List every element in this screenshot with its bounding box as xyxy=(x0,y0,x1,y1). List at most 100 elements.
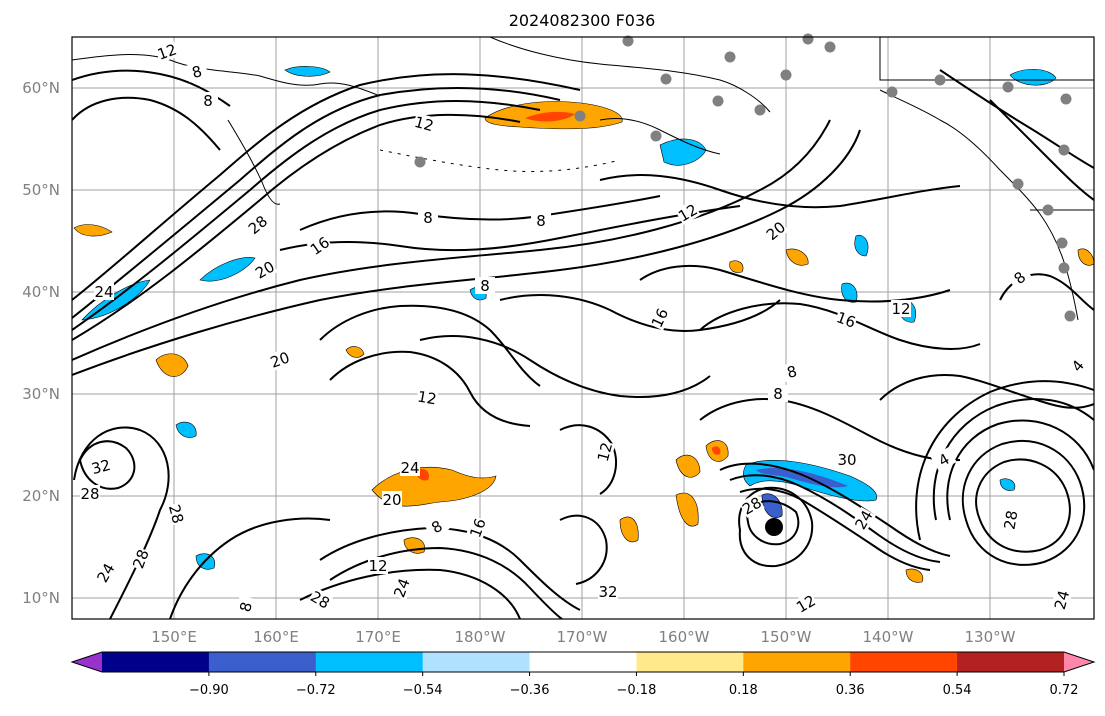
aleutian-islands xyxy=(379,149,621,173)
contour-label-bg xyxy=(674,200,701,225)
station-dot xyxy=(1042,204,1054,216)
contour-line xyxy=(72,73,581,301)
contour-label-bg xyxy=(198,92,218,109)
graticule xyxy=(72,37,1094,619)
station-dot xyxy=(1058,262,1070,274)
contour-label-bg xyxy=(833,308,859,331)
fill-patch xyxy=(619,516,639,543)
storm-center-marker xyxy=(765,518,783,536)
contour-label-bg xyxy=(593,440,616,464)
contour-label-bg xyxy=(851,506,876,533)
lon-label: 170°W xyxy=(557,628,608,646)
station-dot xyxy=(660,73,672,85)
contour-line xyxy=(78,440,136,490)
colorbar-tick-label: 0.18 xyxy=(729,683,758,698)
contour-label-bg xyxy=(475,277,495,294)
colorbar-ticks: −0.90 −0.72 −0.54 −0.36 −0.18 0.18 0.36 0.54 0.7… xyxy=(189,672,1078,698)
contour-label-bg xyxy=(307,587,334,612)
fill-patch xyxy=(712,446,721,455)
lat-label: 40°N xyxy=(22,283,60,301)
contour-line xyxy=(961,440,1086,566)
contour-label: 20 xyxy=(268,348,292,371)
station-dot xyxy=(1002,81,1014,93)
lon-label: 150°E xyxy=(151,628,197,646)
contour-label-bg xyxy=(837,451,857,468)
contour-label-bg xyxy=(94,283,114,300)
contour-label-bg xyxy=(267,348,293,371)
fill-patch xyxy=(175,421,197,438)
contour-label: 16 xyxy=(834,308,858,331)
contour-label: 8 xyxy=(773,385,783,403)
contour-label-bg xyxy=(251,257,278,282)
colorbar-bin xyxy=(208,652,317,672)
contour-label-bg xyxy=(165,502,188,526)
station-dot xyxy=(622,35,634,47)
lon-label: 160°W xyxy=(659,628,710,646)
contour-label-bg xyxy=(154,40,180,63)
contour-label-bg xyxy=(647,305,672,331)
latitude-axis: 60°N 50°N 40°N 30°N 20°N 10°N xyxy=(22,79,60,607)
fill-patch xyxy=(675,454,701,478)
lat-label: 60°N xyxy=(22,79,60,97)
contour-label: 32 xyxy=(89,456,112,478)
lon-label: 180°W xyxy=(455,628,506,646)
contour-label-bg xyxy=(792,591,819,616)
contour-line xyxy=(72,119,831,361)
station-dot xyxy=(780,69,792,81)
contour-label-bg xyxy=(400,459,420,476)
fill-patch xyxy=(155,353,189,377)
contour-label: 24 xyxy=(94,283,113,301)
colorbar-tick-label: −0.90 xyxy=(189,683,229,698)
contour-line xyxy=(915,380,1094,541)
fill-patch xyxy=(999,478,1016,491)
contour-label-bg xyxy=(930,447,957,472)
contour-label: 24 xyxy=(400,459,419,477)
contour-label-bg xyxy=(1006,264,1033,291)
station-dot xyxy=(754,104,766,116)
contour-label: 12 xyxy=(412,113,435,135)
fill-patch xyxy=(905,568,924,583)
contour-line xyxy=(719,462,951,557)
contour-line xyxy=(559,514,608,585)
contour-line xyxy=(946,419,1094,521)
contour-label-bg xyxy=(80,485,100,502)
colorbar-bin xyxy=(636,652,744,672)
border-canada-alaska xyxy=(879,37,1094,81)
contour-line xyxy=(738,486,814,568)
station-dot xyxy=(650,130,662,142)
contour-line xyxy=(932,397,1094,521)
contour-label-bg xyxy=(891,300,911,317)
contour-label-bg xyxy=(738,493,765,518)
contour-label-bg xyxy=(390,575,413,601)
contour-label: 12 xyxy=(594,440,616,463)
fill-patch xyxy=(73,224,113,237)
colorbar-tick-label: −0.72 xyxy=(296,683,336,698)
colorbar-bin xyxy=(957,652,1065,672)
fill-patch xyxy=(525,111,575,122)
contour-label: 24 xyxy=(1051,588,1073,611)
contour-line xyxy=(699,398,961,462)
contour-line xyxy=(739,487,931,571)
contour-line xyxy=(72,86,561,319)
lon-label: 160°E xyxy=(253,628,299,646)
contour-line xyxy=(939,69,1094,169)
contour-label-bg xyxy=(415,387,439,408)
contour-label-bg xyxy=(762,217,789,244)
contour-line xyxy=(299,568,521,619)
contour-label: 28 xyxy=(165,502,187,525)
contour-label-bg xyxy=(129,546,152,572)
contour-label-bg xyxy=(244,211,271,238)
lon-label: 130°W xyxy=(965,628,1016,646)
lat-label: 50°N xyxy=(22,181,60,199)
contour-label: 8 xyxy=(480,277,490,295)
fill-patch xyxy=(785,248,809,266)
station-dot xyxy=(1058,144,1070,156)
contour-label-bg xyxy=(89,455,113,478)
contour-label-bg xyxy=(93,559,118,586)
contour-line xyxy=(499,294,781,332)
fill-patch xyxy=(756,467,848,488)
contour-label: 28 xyxy=(1000,509,1021,531)
